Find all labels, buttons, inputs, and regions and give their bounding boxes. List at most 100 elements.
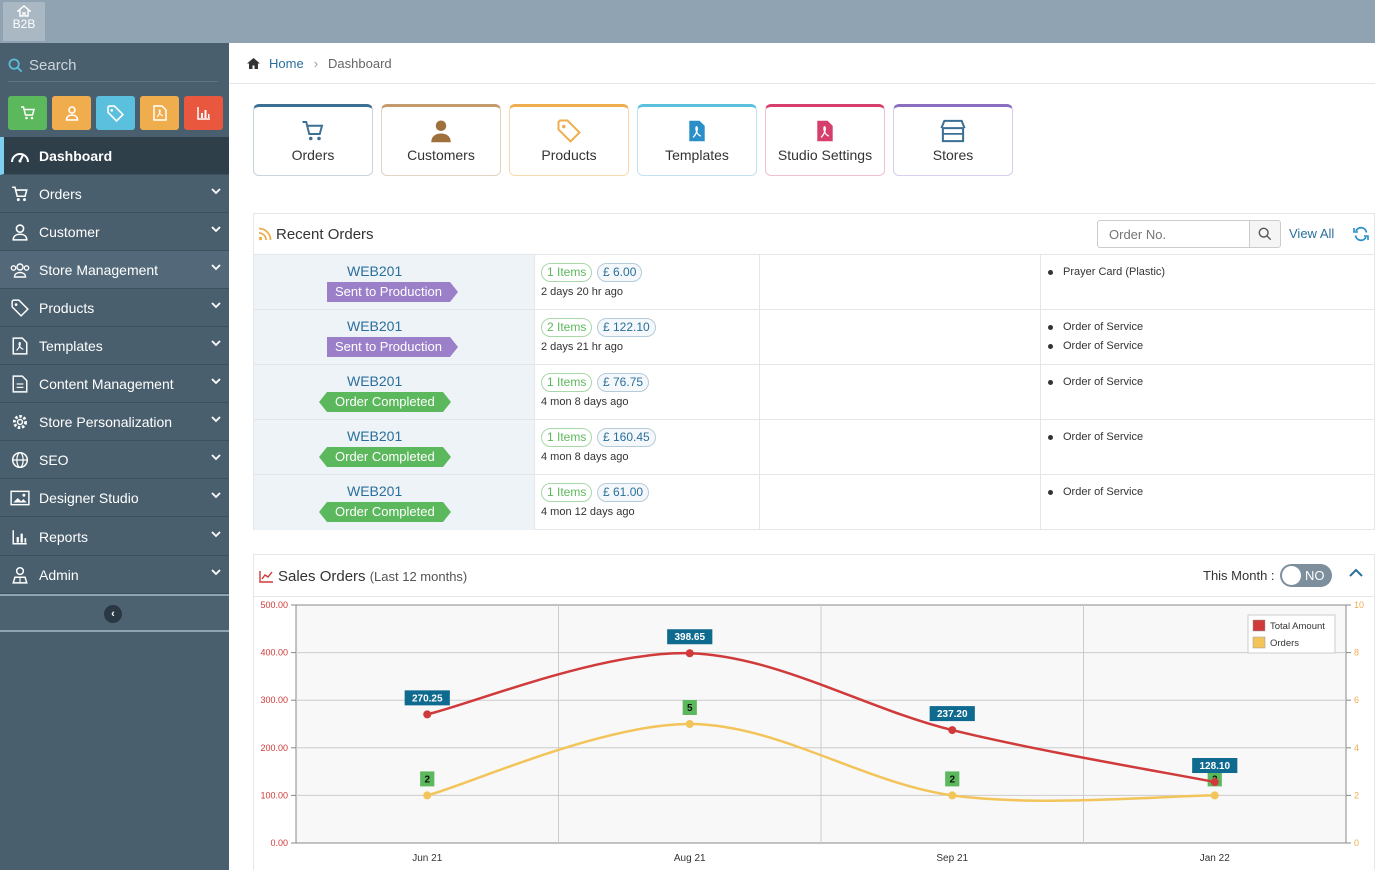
data-point xyxy=(423,710,432,719)
logo-label: B2B xyxy=(12,17,36,31)
sidebar-item-reports[interactable]: Reports xyxy=(0,518,229,556)
order-empty-cell xyxy=(760,420,1041,474)
shortcut-customers[interactable]: Customers xyxy=(381,104,501,176)
y-right-tick-label: 4 xyxy=(1354,743,1359,753)
rss-icon xyxy=(258,227,272,241)
chevron-left-icon[interactable]: ‹ xyxy=(104,605,122,623)
sidebar-item-admin[interactable]: Admin xyxy=(0,556,229,594)
user-icon xyxy=(65,106,78,121)
legend-swatch xyxy=(1252,636,1266,649)
shortcut-orders[interactable]: Orders xyxy=(253,104,373,176)
sidebar-item-store-personalization[interactable]: Store Personalization xyxy=(0,403,229,441)
chevron-down-icon xyxy=(211,378,221,385)
legend-swatch xyxy=(1252,619,1266,632)
chevron-down-icon xyxy=(211,454,221,461)
quick-templates-button[interactable] xyxy=(140,96,179,130)
recent-orders-header: Recent Orders View All xyxy=(254,214,1374,255)
search-icon xyxy=(1258,227,1272,241)
tag-icon xyxy=(557,119,581,143)
x-tick-label: Sep 21 xyxy=(936,853,968,864)
sales-orders-panel: Sales Orders (Last 12 months) This Month… xyxy=(253,554,1375,870)
sidebar-item-label: Content Management xyxy=(39,375,174,392)
shortcut-studio-settings[interactable]: Studio Settings xyxy=(765,104,885,176)
order-number-link[interactable]: WEB201 xyxy=(347,263,403,279)
chevron-down-icon xyxy=(211,188,221,195)
sidebar-item-label: Templates xyxy=(39,337,103,354)
x-tick-label: Jun 21 xyxy=(412,853,442,864)
toggle-label: NO xyxy=(1305,568,1325,583)
store-icon xyxy=(940,119,966,143)
amount-badge: £ 61.00 xyxy=(597,483,650,502)
data-label-text: 2 xyxy=(949,774,955,785)
amount-badge: £ 6.00 xyxy=(597,263,643,282)
breadcrumb-separator: › xyxy=(313,55,319,71)
sidebar-item-templates[interactable]: Templates xyxy=(0,327,229,365)
this-month-toggle[interactable]: NO xyxy=(1280,564,1332,587)
order-search-button[interactable] xyxy=(1249,220,1281,248)
order-number-link[interactable]: WEB201 xyxy=(347,428,403,444)
order-summary-cell: 1 Items £ 6.00 2 days 20 hr ago xyxy=(535,255,760,309)
order-number-link[interactable]: WEB201 xyxy=(347,318,403,334)
y-left-tick-label: 400.00 xyxy=(260,648,288,658)
data-label: 2 xyxy=(945,771,960,787)
quick-products-button[interactable] xyxy=(96,96,135,130)
legend-label: Total Amount xyxy=(1270,621,1325,632)
refresh-icon[interactable] xyxy=(1353,226,1369,242)
order-empty-cell xyxy=(760,475,1041,530)
sidebar-item-label: Store Management xyxy=(39,261,159,278)
chevron-up-icon[interactable] xyxy=(1349,568,1363,578)
quick-reports-button[interactable] xyxy=(184,96,223,130)
data-label: 237.20 xyxy=(929,706,975,722)
breadcrumb-home-link[interactable]: Home xyxy=(269,55,304,71)
quick-orders-button[interactable] xyxy=(8,96,47,130)
sidebar-item-designer-studio[interactable]: Designer Studio xyxy=(0,479,229,517)
sidebar-item-content-management[interactable]: Content Management xyxy=(0,365,229,403)
order-products-cell: Order of Service Order of Service xyxy=(1041,310,1375,364)
product-item: Prayer Card (Plastic) xyxy=(1047,266,1166,278)
data-point xyxy=(423,791,432,800)
view-all-link[interactable]: View All xyxy=(1289,226,1335,241)
shortcut-stores[interactable]: Stores xyxy=(893,104,1013,176)
user-icon xyxy=(431,120,451,143)
product-item: Order of Service xyxy=(1047,431,1144,443)
sidebar-item-customer[interactable]: Customer xyxy=(0,213,229,251)
shortcut-label: Orders xyxy=(291,147,335,163)
data-label-box xyxy=(420,771,435,787)
sales-orders-title-text: Sales Orders xyxy=(278,568,366,585)
data-label-text: 398.65 xyxy=(674,632,705,643)
sidebar-item-products[interactable]: Products xyxy=(0,289,229,327)
sidebar-item-orders[interactable]: Orders xyxy=(0,175,229,213)
order-number-link[interactable]: WEB201 xyxy=(347,373,403,389)
quick-customers-button[interactable] xyxy=(52,96,91,130)
status-badge: Sent to Production xyxy=(327,337,458,357)
data-point xyxy=(948,791,957,800)
y-left-tick-label: 100.00 xyxy=(260,790,288,800)
order-number-input[interactable] xyxy=(1097,220,1250,248)
shortcut-products[interactable]: Products xyxy=(509,104,629,176)
shortcut-templates[interactable]: Templates xyxy=(637,104,757,176)
admin-icon xyxy=(9,565,31,585)
status-badge: Order Completed xyxy=(319,392,451,412)
logo[interactable]: B2B xyxy=(3,2,45,41)
sidebar-item-store-management[interactable]: Store Management xyxy=(0,251,229,289)
sidebar-item-seo[interactable]: SEO xyxy=(0,441,229,479)
sales-orders-title: Sales Orders (Last 12 months) xyxy=(278,568,467,585)
order-number-link[interactable]: WEB201 xyxy=(347,483,403,499)
chevron-down-icon xyxy=(211,416,221,423)
data-label-box xyxy=(667,629,713,645)
y-right-tick-label: 2 xyxy=(1354,790,1359,800)
data-label-text: 5 xyxy=(687,703,693,714)
tag-icon xyxy=(9,298,31,318)
items-badge: 1 Items xyxy=(541,483,593,502)
sidebar-item-dashboard[interactable]: Dashboard xyxy=(0,137,229,175)
sidebar-search[interactable]: Search xyxy=(8,50,218,82)
file-pdf-icon xyxy=(152,105,167,121)
order-time: 2 days 21 hr ago xyxy=(541,341,623,353)
y-right-tick-label: 8 xyxy=(1354,648,1359,658)
data-label-text: 128.10 xyxy=(1199,761,1230,772)
home-icon xyxy=(247,57,260,69)
chevron-down-icon xyxy=(211,531,221,538)
amount-badge: £ 122.10 xyxy=(597,318,656,337)
cart-icon xyxy=(302,121,324,141)
